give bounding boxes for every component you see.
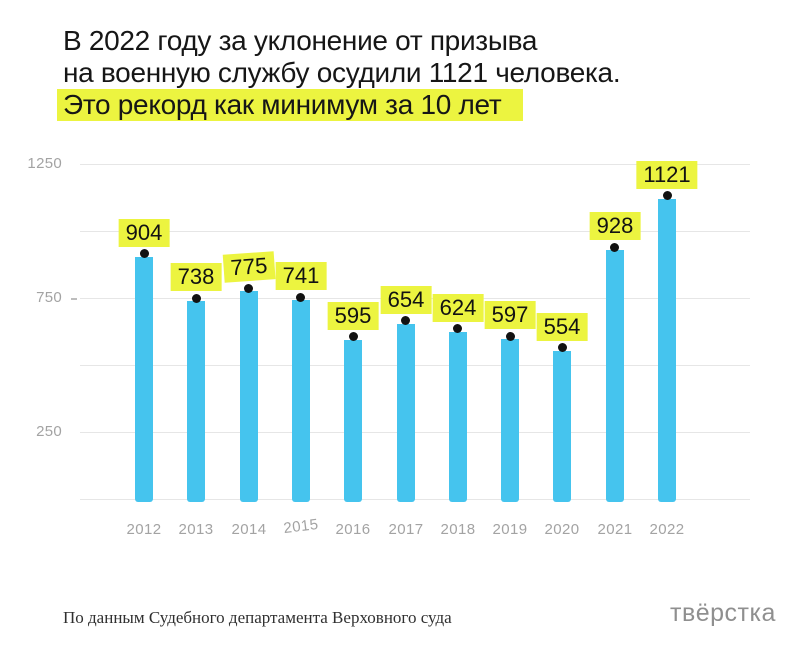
gridline-250 [80, 432, 750, 433]
marker-dot-2022 [663, 191, 672, 200]
x-tick-2013: 2013 [178, 521, 214, 538]
marker-dot-2014 [244, 284, 253, 293]
bar-value-label-2021: 928 [589, 212, 641, 240]
gridline-1250 [80, 164, 750, 165]
x-tick-2017: 2017 [388, 521, 424, 538]
x-tick-2022: 2022 [649, 521, 685, 538]
bar-value-label-2013: 738 [170, 263, 222, 291]
bar-2014 [240, 291, 258, 502]
x-tick-2016: 2016 [335, 521, 371, 538]
bar-value-label-2020: 554 [536, 313, 588, 341]
x-tick-2015: 2015 [282, 515, 320, 538]
source-note: По данным Судебного департамента Верховн… [63, 608, 452, 627]
bar-value-label-2016: 595 [327, 302, 379, 330]
x-tick-2014: 2014 [231, 521, 267, 538]
title-line-1: В 2022 году за уклонение от призыва [63, 25, 538, 56]
verstka-logo: твёрстка [670, 599, 776, 627]
bar-value-label-2019: 597 [484, 301, 536, 329]
y-tick-dash-750 [71, 298, 77, 300]
marker-dot-2016 [349, 332, 358, 341]
y-tick-750: 750 [36, 289, 62, 306]
marker-dot-2021 [610, 243, 619, 252]
bar-2022 [658, 199, 676, 502]
bar-2012 [135, 257, 153, 502]
x-tick-2018: 2018 [440, 521, 476, 538]
x-tick-2021: 2021 [597, 521, 633, 538]
bar-value-label-2015: 741 [275, 262, 327, 290]
x-tick-2012: 2012 [126, 521, 162, 538]
marker-dot-2017 [401, 316, 410, 325]
bar-2019 [501, 339, 519, 502]
chart-title: В 2022 году за уклонение от призыва на в… [57, 25, 621, 121]
title-line-2: на военную службу осудили 1121 человека. [63, 57, 621, 88]
gridline-0 [80, 499, 750, 500]
bar-2017 [397, 324, 415, 502]
bar-2018 [449, 332, 467, 502]
bar-value-label-2014: 775 [222, 251, 276, 283]
title-line-3: Это рекорд как минимум за 10 лет [57, 89, 620, 121]
bar-value-label-2012: 904 [118, 219, 170, 247]
bar-2020 [553, 351, 571, 502]
x-tick-2020: 2020 [544, 521, 580, 538]
bar-2021 [606, 250, 624, 502]
x-tick-2019: 2019 [492, 521, 528, 538]
gridline-1000 [80, 231, 750, 232]
y-tick-1250: 1250 [27, 155, 62, 172]
y-tick-250: 250 [36, 423, 62, 440]
bar-value-label-2017: 654 [380, 286, 432, 314]
marker-dot-2013 [192, 294, 201, 303]
marker-dot-2020 [558, 343, 567, 352]
title-highlight: Это рекорд как минимум за 10 лет [57, 89, 524, 121]
gridline-500 [80, 365, 750, 366]
bar-2013 [187, 301, 205, 502]
marker-dot-2018 [453, 324, 462, 333]
marker-dot-2019 [506, 332, 515, 341]
bar-value-label-2018: 624 [432, 294, 484, 322]
bar-2015 [292, 300, 310, 502]
marker-dot-2015 [296, 293, 305, 302]
marker-dot-2012 [140, 249, 149, 258]
bar-value-label-2022: 1121 [636, 161, 698, 189]
bar-2016 [344, 340, 362, 502]
